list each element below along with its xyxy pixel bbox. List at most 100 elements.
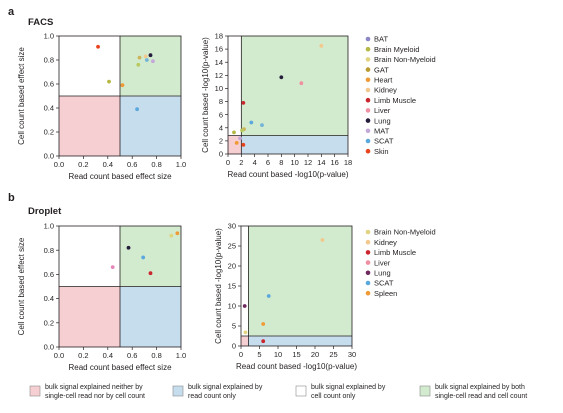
x-tick-label: 15 xyxy=(292,350,300,359)
region-legend-label: single-cell read and cell count xyxy=(435,393,527,400)
data-point xyxy=(238,136,242,141)
y-tick-label: 16 xyxy=(215,45,223,54)
data-point xyxy=(242,304,247,308)
data-point xyxy=(169,233,174,238)
legend-entry-label: Brain Non-Myeloid xyxy=(374,55,436,64)
data-point xyxy=(126,245,131,250)
data-point xyxy=(320,238,325,242)
y-tick-label: 0.4 xyxy=(44,104,54,113)
y-tick-label: 15 xyxy=(228,282,236,291)
y-axis-label: Cell count based effect size xyxy=(17,237,26,335)
region-swatch xyxy=(295,385,307,397)
x-tick-label: 16 xyxy=(330,158,338,167)
plot-frame xyxy=(227,35,349,155)
y-tick-label: 0.0 xyxy=(44,343,54,352)
data-point xyxy=(143,54,148,59)
y-axis-label: Cell count based -log10(p-value) xyxy=(214,228,223,344)
y-tick-label: 25 xyxy=(228,242,236,251)
y-axis-label: Cell count based -log10(p-value) xyxy=(201,37,210,153)
legend-entry-label: Kidney xyxy=(374,86,397,95)
plot-frame xyxy=(58,35,182,157)
x-axis-label: Read count based effect size xyxy=(68,172,172,181)
region-cell-only xyxy=(241,226,249,336)
legend-marker xyxy=(365,57,371,62)
x-tick-label: 2 xyxy=(239,158,243,167)
region-read-only xyxy=(241,135,348,154)
legend-marker xyxy=(365,87,371,93)
panel-a-letter: a xyxy=(8,6,15,18)
region-legend-label: cell count only xyxy=(311,393,356,400)
x-tick-label: 30 xyxy=(348,350,356,359)
x-tick-label: 20 xyxy=(311,350,319,359)
data-point xyxy=(319,43,324,48)
data-point xyxy=(240,128,244,133)
x-tick-label: 0.4 xyxy=(103,351,113,360)
region-legend-label: bulk signal explained by xyxy=(311,384,386,391)
y-tick-label: 0.6 xyxy=(44,270,54,279)
data-point xyxy=(241,100,246,105)
y-axis-label: Cell count based effect size xyxy=(17,47,26,145)
x-tick-label: 0.0 xyxy=(54,160,64,169)
region-swatch xyxy=(29,385,41,397)
legend-entry-label: Lung xyxy=(374,269,391,278)
legend-marker xyxy=(365,138,371,144)
y-tick-label: 0.4 xyxy=(44,294,54,303)
data-point xyxy=(232,130,236,135)
data-point xyxy=(175,231,180,236)
x-tick-label: 0.0 xyxy=(54,351,64,360)
region-swatch xyxy=(419,385,431,397)
data-point xyxy=(110,265,115,270)
x-tick-label: 14 xyxy=(317,158,325,167)
region-read-only xyxy=(248,336,352,346)
x-tick-label: 0.8 xyxy=(151,160,161,169)
legend-entry-label: Limb Muscle xyxy=(374,96,416,105)
region-neither xyxy=(228,135,242,154)
x-tick-label: 12 xyxy=(304,158,312,167)
legend-regions: bulk signal explained neither by single-c… xyxy=(29,384,527,400)
legend-entry-label: Skin xyxy=(374,147,389,156)
panel-b-title: Droplet xyxy=(28,206,62,217)
region-read-only xyxy=(120,286,181,347)
plot-frame xyxy=(58,225,182,348)
x-tick-label: 10 xyxy=(290,158,298,167)
y-tick-label: 0.6 xyxy=(44,80,54,89)
data-point xyxy=(261,322,266,326)
y-tick-label: 4 xyxy=(219,123,223,132)
legend-entry-label: Limb Muscle xyxy=(374,248,416,257)
data-point xyxy=(141,255,146,260)
y-tick-label: 8 xyxy=(219,97,223,106)
legend-marker xyxy=(365,36,371,42)
data-point xyxy=(249,120,254,125)
x-tick-label: 0.2 xyxy=(78,351,88,360)
x-tick-label: 0 xyxy=(226,158,230,167)
data-point xyxy=(136,62,141,67)
data-point xyxy=(279,75,284,80)
y-tick-label: 0.8 xyxy=(44,246,54,255)
y-tick-label: 20 xyxy=(228,262,236,271)
scatter-b-effect-size: 0.0 0.2 0.4 0.6 0.8 1.0 0.0 0.2 0.4 0.6 0.8 1.0 Read… xyxy=(17,222,186,372)
x-tick-label: 6 xyxy=(266,158,270,167)
y-tick-label: 0.8 xyxy=(44,56,54,65)
y-tick-label: 6 xyxy=(219,110,223,119)
legend-entry-label: Liver xyxy=(374,106,391,115)
legend-entry-label: Heart xyxy=(374,76,393,85)
x-tick-label: 10 xyxy=(274,350,282,359)
panel-b-letter: b xyxy=(8,192,15,204)
legend-entry-label: SCAT xyxy=(374,137,394,146)
data-point xyxy=(261,339,266,344)
x-tick-label: 0.8 xyxy=(151,351,161,360)
legend-marker xyxy=(365,97,371,103)
data-point xyxy=(299,81,304,86)
legend-entry-label: GAT xyxy=(374,65,389,74)
data-point xyxy=(148,53,153,58)
region-neither xyxy=(59,286,120,347)
y-tick-label: 2 xyxy=(219,136,223,145)
data-point xyxy=(260,123,264,128)
x-axis-label: Read count based -log10(p-value) xyxy=(236,362,357,371)
data-point xyxy=(148,271,153,276)
legend-marker xyxy=(365,77,371,83)
y-tick-label: 14 xyxy=(215,58,223,67)
data-point xyxy=(151,59,155,64)
region-swatch xyxy=(172,385,184,397)
